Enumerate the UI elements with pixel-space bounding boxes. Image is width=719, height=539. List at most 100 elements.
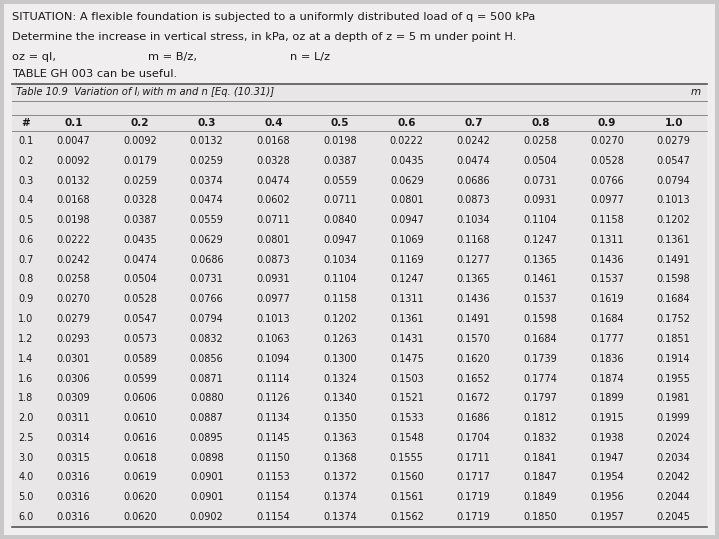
Text: 0.1324: 0.1324 [324,374,357,384]
Text: 0.0328: 0.0328 [123,195,157,205]
Text: 0.1841: 0.1841 [523,453,557,462]
Text: 0.2042: 0.2042 [656,473,690,482]
Text: 0.1034: 0.1034 [457,215,490,225]
Text: 0.1548: 0.1548 [390,433,423,443]
Text: 0.1154: 0.1154 [257,512,290,522]
Text: 0.1104: 0.1104 [523,215,557,225]
Text: 0.0168: 0.0168 [57,195,90,205]
FancyBboxPatch shape [12,84,707,527]
Text: 0.5: 0.5 [18,215,34,225]
Text: 0.2: 0.2 [131,118,150,128]
Text: 0.3: 0.3 [198,118,216,128]
Text: 0.1777: 0.1777 [590,334,624,344]
Text: 0.0258: 0.0258 [56,274,91,285]
Text: 5.0: 5.0 [18,492,34,502]
Text: 0.5: 0.5 [331,118,349,128]
Text: SITUATION: A flexible foundation is subjected to a uniformly distributed load of: SITUATION: A flexible foundation is subj… [12,12,535,22]
Text: 0.2: 0.2 [18,156,34,165]
Text: 0.1: 0.1 [19,136,34,146]
Text: 1.4: 1.4 [19,354,34,364]
Text: 0.0711: 0.0711 [324,195,357,205]
Text: 0.1134: 0.1134 [257,413,290,423]
Text: 0.0840: 0.0840 [324,215,357,225]
Text: 0.0731: 0.0731 [190,274,224,285]
Text: 0.0316: 0.0316 [57,473,90,482]
Text: 0.1521: 0.1521 [390,393,423,403]
Text: 0.0602: 0.0602 [257,195,290,205]
Text: 0.1202: 0.1202 [324,314,357,324]
Text: 0.0314: 0.0314 [57,433,90,443]
Text: 0.1153: 0.1153 [257,473,290,482]
Text: 0.1956: 0.1956 [590,492,624,502]
Text: 0.1491: 0.1491 [457,314,490,324]
Text: 0.1797: 0.1797 [523,393,557,403]
Text: 0.0766: 0.0766 [190,294,224,305]
Text: 0.8: 0.8 [19,274,34,285]
Text: 0.0599: 0.0599 [123,374,157,384]
Text: TABLE GH 003 can be useful.: TABLE GH 003 can be useful. [12,69,177,79]
Text: 0.1555: 0.1555 [390,453,423,462]
Text: 0.1957: 0.1957 [590,512,624,522]
Text: 0.0573: 0.0573 [123,334,157,344]
Text: 0.1938: 0.1938 [590,433,624,443]
Text: 0.1598: 0.1598 [523,314,557,324]
Text: 2.0: 2.0 [18,413,34,423]
Text: 0.1374: 0.1374 [324,512,357,522]
Text: 0.0832: 0.0832 [190,334,224,344]
Text: 2.5: 2.5 [18,433,34,443]
Text: 0.1847: 0.1847 [523,473,557,482]
Text: 0.0168: 0.0168 [257,136,290,146]
Text: 0.1340: 0.1340 [324,393,357,403]
Text: 0.0259: 0.0259 [190,156,224,165]
Text: 0.0887: 0.0887 [190,413,224,423]
Text: 0.6: 0.6 [398,118,416,128]
Text: 0.0873: 0.0873 [257,255,290,265]
Text: 0.1999: 0.1999 [657,413,690,423]
Text: 0.1350: 0.1350 [324,413,357,423]
Text: 0.0132: 0.0132 [190,136,224,146]
Text: 0.1915: 0.1915 [590,413,624,423]
Text: 0.1849: 0.1849 [523,492,557,502]
Text: 0.1717: 0.1717 [457,473,490,482]
Text: 0.1436: 0.1436 [457,294,490,305]
Text: 0.0259: 0.0259 [123,176,157,185]
Text: 0.0328: 0.0328 [257,156,290,165]
Text: 0.0547: 0.0547 [123,314,157,324]
Text: 1.2: 1.2 [18,334,34,344]
Text: 0.1311: 0.1311 [590,235,624,245]
Text: 0.0947: 0.0947 [324,235,357,245]
Text: 0.1202: 0.1202 [656,215,690,225]
Text: 0.0279: 0.0279 [56,314,91,324]
Text: 0.1158: 0.1158 [590,215,624,225]
Text: 0.0686: 0.0686 [190,255,224,265]
Text: 0.0629: 0.0629 [190,235,224,245]
Text: 0.0179: 0.0179 [123,156,157,165]
Text: 0.0316: 0.0316 [57,512,90,522]
Text: 0.1719: 0.1719 [457,492,490,502]
Text: oz = qI,: oz = qI, [12,52,56,62]
Text: 0.1158: 0.1158 [324,294,357,305]
Text: 0.0898: 0.0898 [190,453,224,462]
Text: 0.1361: 0.1361 [390,314,423,324]
Text: 0.0474: 0.0474 [257,176,290,185]
Text: 0.0387: 0.0387 [123,215,157,225]
Text: 0.1684: 0.1684 [523,334,557,344]
Text: 3.0: 3.0 [19,453,34,462]
Text: 0.1145: 0.1145 [257,433,290,443]
Text: 0.1560: 0.1560 [390,473,423,482]
Text: 0.0977: 0.0977 [590,195,624,205]
Text: 0.1752: 0.1752 [656,314,691,324]
Text: 0.1169: 0.1169 [390,255,423,265]
Text: 0.0198: 0.0198 [57,215,90,225]
Text: 0.1704: 0.1704 [457,433,490,443]
Text: 0.0901: 0.0901 [190,492,224,502]
Text: 0.0293: 0.0293 [57,334,90,344]
Text: 0.0222: 0.0222 [390,136,423,146]
Text: 0.0092: 0.0092 [123,136,157,146]
Text: 0.1034: 0.1034 [324,255,357,265]
Text: 0.0528: 0.0528 [123,294,157,305]
Text: 0.1374: 0.1374 [324,492,357,502]
Text: 0.2045: 0.2045 [656,512,690,522]
Text: 0.0270: 0.0270 [590,136,624,146]
Text: 0.0801: 0.0801 [390,195,423,205]
